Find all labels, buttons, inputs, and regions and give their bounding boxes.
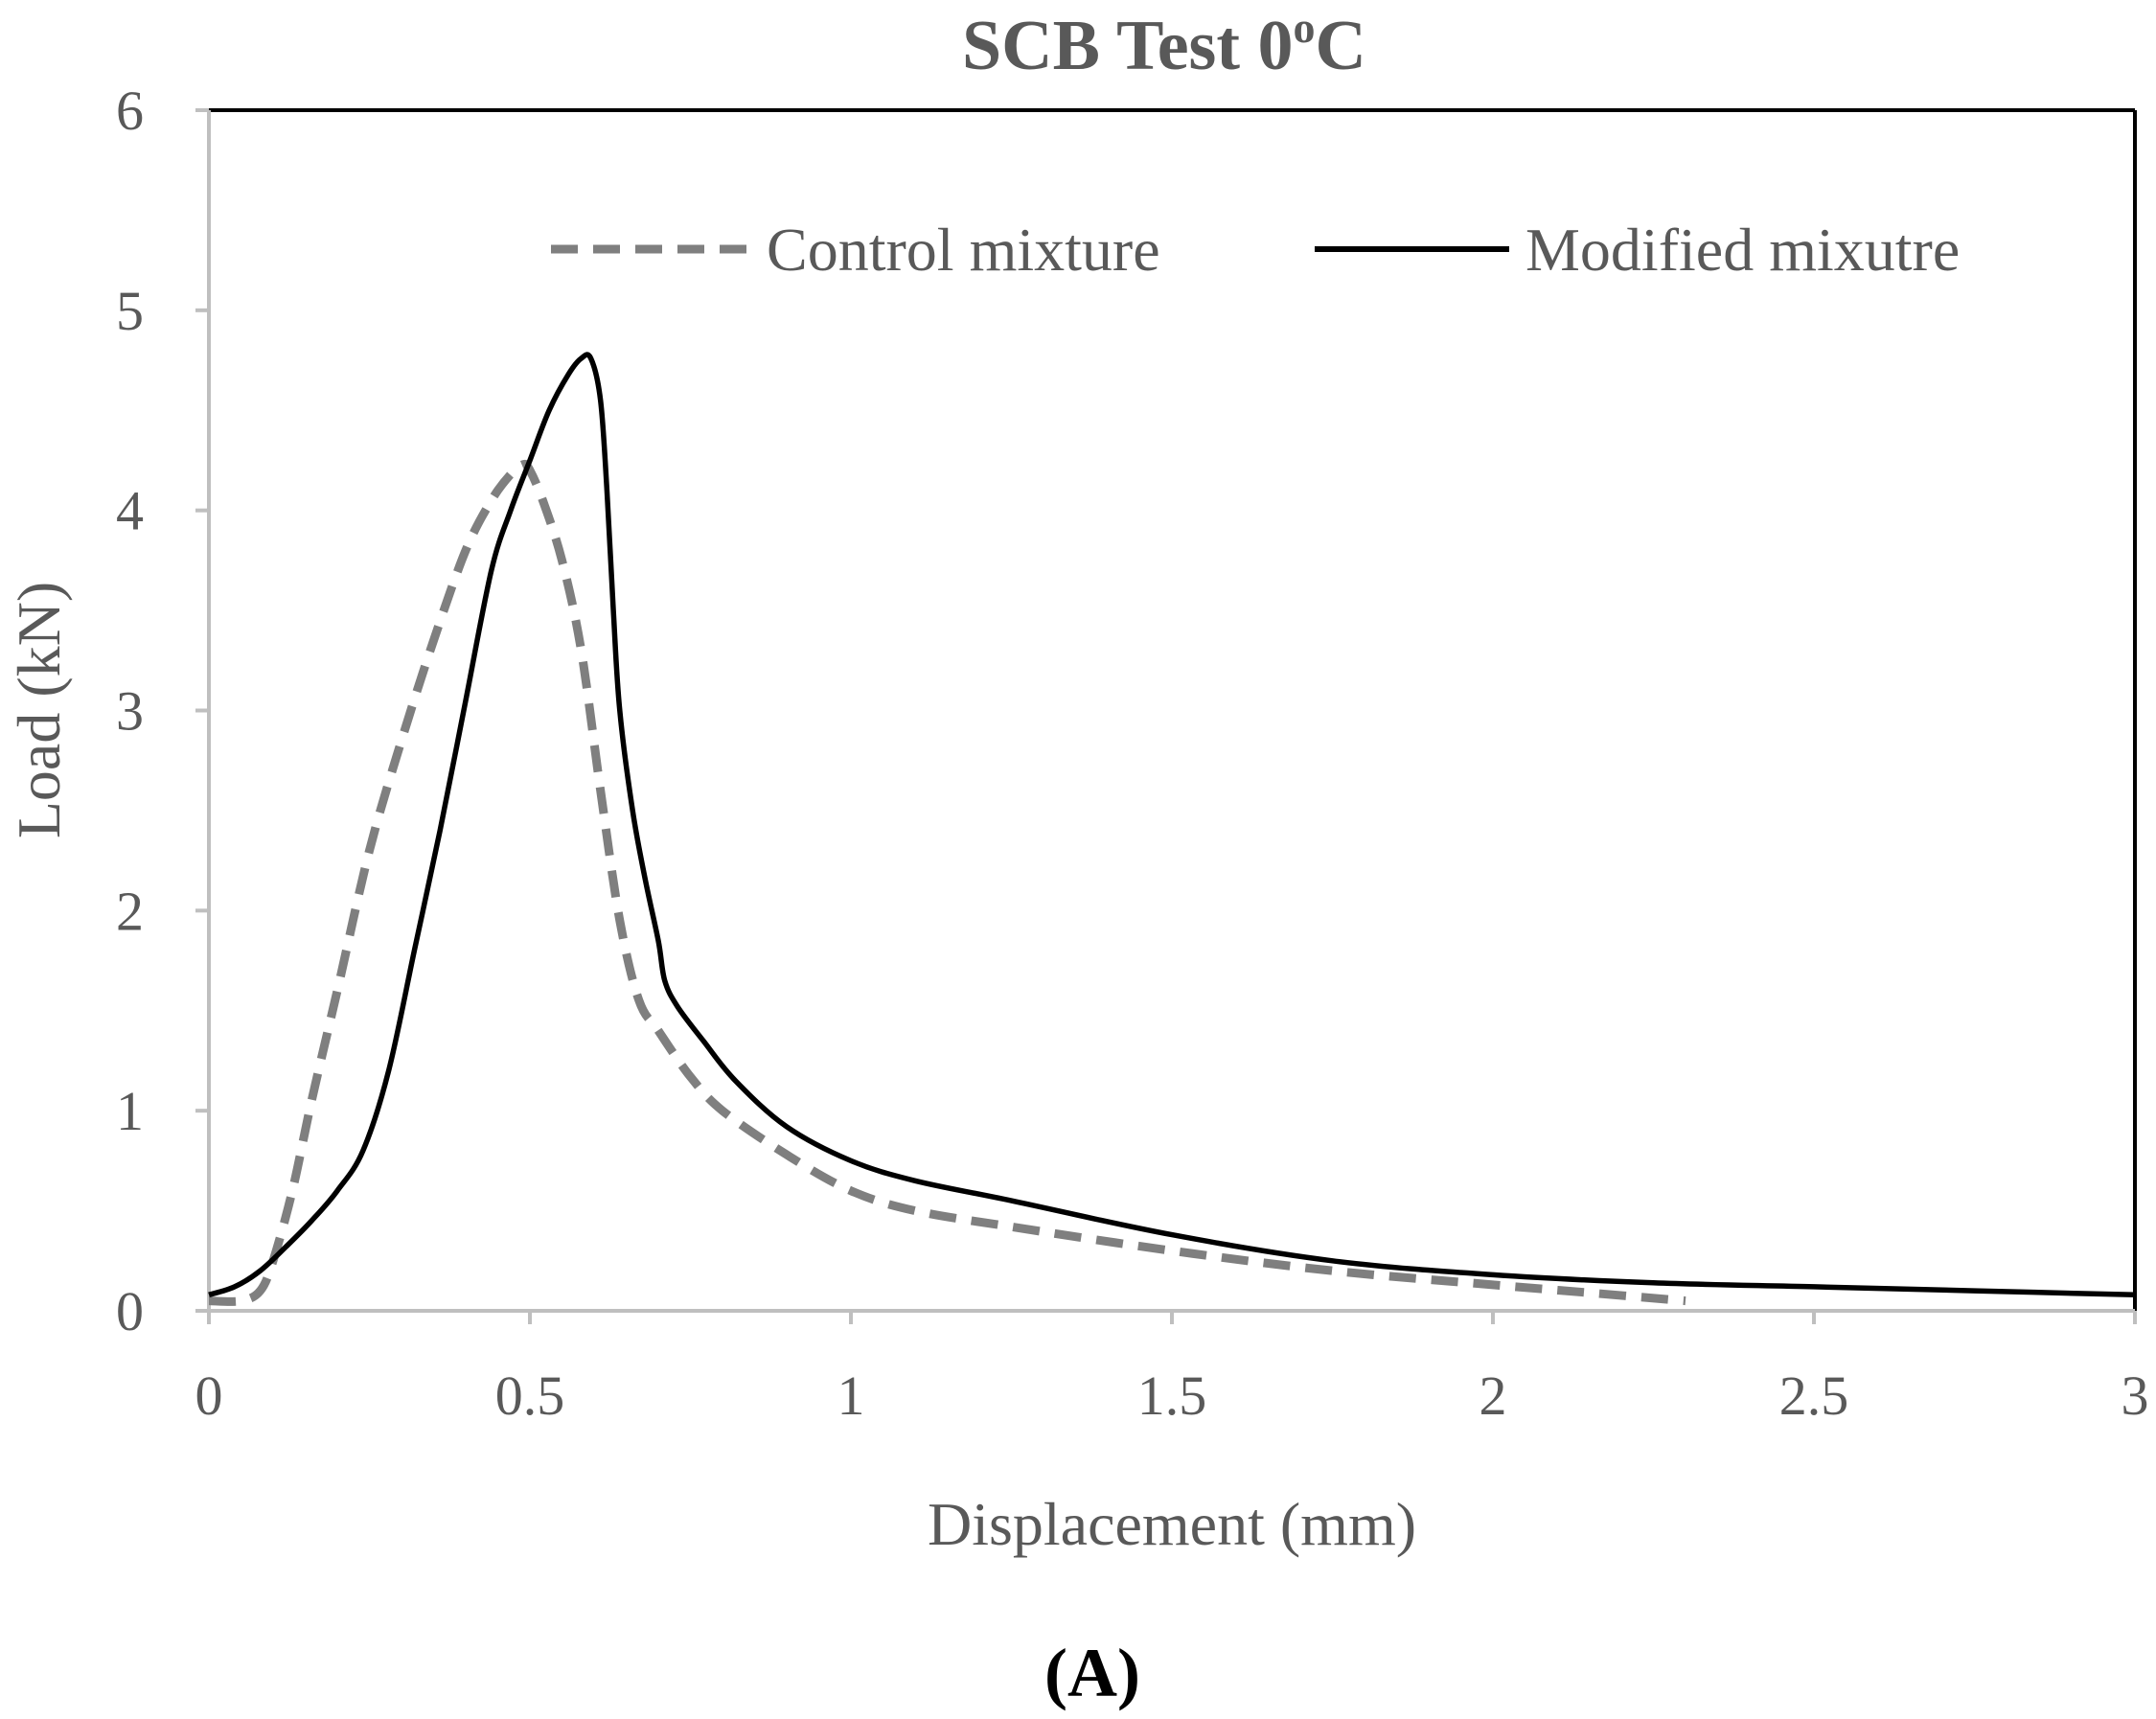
x-tick-label: 1.5 (1137, 1364, 1207, 1427)
y-tick-label: 6 (116, 80, 144, 142)
panel-label: (A) (1044, 1635, 1140, 1711)
y-tick-label: 0 (116, 1280, 144, 1342)
legend: Control mixture Modified mixutre (551, 216, 1960, 284)
y-tick-label: 3 (116, 680, 144, 743)
y-tick-label: 4 (116, 480, 144, 542)
plot-frame (207, 108, 2137, 1313)
y-ticks: 0 1 2 3 4 5 6 (116, 80, 209, 1342)
chart-title-superscript: o (1294, 3, 1316, 52)
y-tick-label: 2 (116, 880, 144, 942)
chart-title-main: SCB Test 0 (962, 7, 1293, 85)
x-tick-label: 2.5 (1779, 1364, 1849, 1427)
series-line-control-mixture (208, 459, 1686, 1306)
x-ticks: 0 0.5 1 1.5 2 2.5 3 (195, 1311, 2149, 1427)
series-layer (208, 352, 2136, 1306)
x-tick-label: 3 (2122, 1364, 2149, 1427)
x-tick-label: 1 (837, 1364, 865, 1427)
y-tick-label: 5 (116, 280, 144, 342)
x-tick-label: 0.5 (495, 1364, 565, 1427)
x-tick-label: 2 (1479, 1364, 1507, 1427)
legend-label-modified: Modified mixutre (1525, 216, 1960, 284)
chart-title-tail: C (1316, 7, 1366, 85)
legend-label-control: Control mixture (767, 216, 1160, 284)
chart-title: SCB Test 0oC (962, 3, 1366, 85)
series-line-modified-mixture (208, 352, 2136, 1298)
x-tick-label: 0 (195, 1364, 223, 1427)
svg-text:SCB Test 0oC: SCB Test 0oC (962, 3, 1366, 85)
y-tick-label: 1 (116, 1080, 144, 1142)
y-axis-label: Load (kN) (5, 582, 73, 838)
x-axis-label: Displacement (mm) (928, 1490, 1416, 1558)
